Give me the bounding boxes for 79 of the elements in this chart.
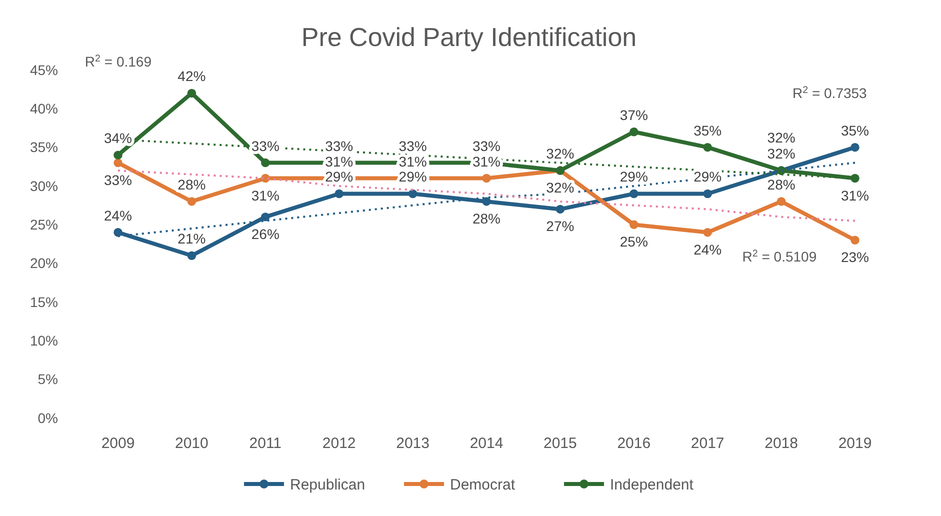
data-label: 32%	[767, 146, 796, 162]
data-label: 33%	[104, 172, 132, 188]
point	[261, 212, 270, 222]
y-tick-label: 10%	[30, 332, 58, 349]
data-label: 32%	[546, 180, 574, 196]
data-label: 26%	[251, 226, 280, 242]
data-label: 29%	[620, 168, 648, 185]
point	[187, 88, 196, 98]
point	[261, 158, 270, 168]
point	[630, 128, 638, 136]
point	[556, 204, 565, 214]
x-tick-label: 2009	[101, 435, 135, 452]
data-label: 34%	[104, 130, 132, 146]
data-label: 28%	[178, 176, 206, 192]
point	[776, 197, 786, 206]
data-label: 35%	[840, 122, 870, 138]
y-tick-label: 20%	[30, 255, 58, 272]
point	[630, 189, 638, 198]
data-label: 31%	[251, 187, 280, 204]
data-label: 23%	[840, 249, 870, 266]
chart-title: Pre Covid Party Identification	[301, 22, 637, 52]
point	[114, 228, 122, 237]
x-tick-label: 2019	[838, 435, 872, 452]
data-label: 24%	[104, 207, 132, 224]
data-label: 24%	[694, 241, 722, 258]
data-label: 42%	[178, 68, 206, 84]
point	[630, 220, 638, 230]
data-label: 29%	[694, 168, 722, 185]
legend-label: Democrat	[450, 476, 516, 494]
x-tick-label: 2015	[544, 435, 577, 452]
data-label: 37%	[620, 106, 648, 123]
text: R$^{2}$ = 0.169	[84, 53, 152, 70]
point	[334, 189, 344, 198]
point	[703, 142, 712, 152]
point	[703, 228, 712, 237]
y-tick-label: 45%	[30, 62, 58, 78]
point	[114, 158, 122, 168]
data-label: 33%	[325, 138, 354, 154]
y-tick-label: 5%	[38, 371, 58, 388]
x-tick-label: 2012	[322, 435, 356, 452]
point	[850, 174, 860, 183]
point	[850, 142, 860, 152]
data-label: 28%	[472, 210, 501, 226]
point	[703, 189, 712, 198]
x-tick-label: 2017	[690, 435, 724, 452]
x-tick-label: 2010	[175, 435, 208, 452]
point	[482, 174, 491, 183]
data-label: 25%	[620, 234, 648, 250]
point	[187, 251, 196, 260]
x-tick-label: 2011	[249, 435, 282, 452]
data-label: 32%	[546, 146, 574, 162]
y-tick-label: 40%	[30, 100, 58, 117]
point	[482, 197, 491, 206]
data-label: 35%	[694, 122, 722, 138]
data-label: 21%	[178, 230, 206, 247]
y-tick-label: 30%	[30, 178, 58, 194]
legend-label: Republican	[290, 476, 366, 494]
x-tick-label: 2013	[396, 435, 430, 452]
annotation: R$^{2}$ = 0.5109	[742, 248, 817, 264]
x-tick-label: 2018	[764, 435, 798, 452]
y-tick-label: 15%	[30, 294, 58, 310]
x-tick-label: 2014	[470, 435, 504, 452]
y-tick-label: 35%	[30, 139, 58, 156]
point	[114, 150, 122, 160]
y-tick-label: 0%	[38, 410, 58, 426]
y-tick-label: 25%	[30, 216, 58, 233]
point	[850, 236, 860, 244]
legend-label: Independent	[610, 476, 694, 494]
x-tick-label: 2016	[617, 435, 651, 452]
data-label: 32%	[767, 130, 796, 146]
point	[408, 189, 418, 198]
data-label: 33%	[251, 138, 280, 154]
data-label: 33%	[398, 138, 427, 154]
data-label: 28%	[767, 176, 796, 192]
point	[187, 197, 196, 206]
data-label: 31%	[840, 187, 870, 204]
data-label: 33%	[472, 138, 501, 154]
data-label: 27%	[546, 218, 574, 234]
annotation: R$^{2}$ = 0.7353	[792, 84, 868, 101]
